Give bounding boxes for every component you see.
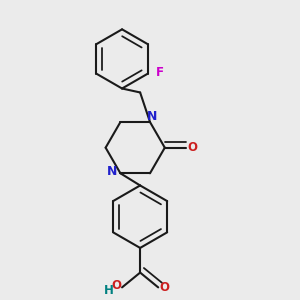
- Text: O: O: [187, 141, 197, 154]
- Text: N: N: [146, 110, 157, 123]
- Text: O: O: [111, 279, 121, 292]
- Text: O: O: [159, 281, 169, 294]
- Text: N: N: [107, 165, 117, 178]
- Text: F: F: [156, 66, 164, 79]
- Text: H: H: [104, 284, 114, 297]
